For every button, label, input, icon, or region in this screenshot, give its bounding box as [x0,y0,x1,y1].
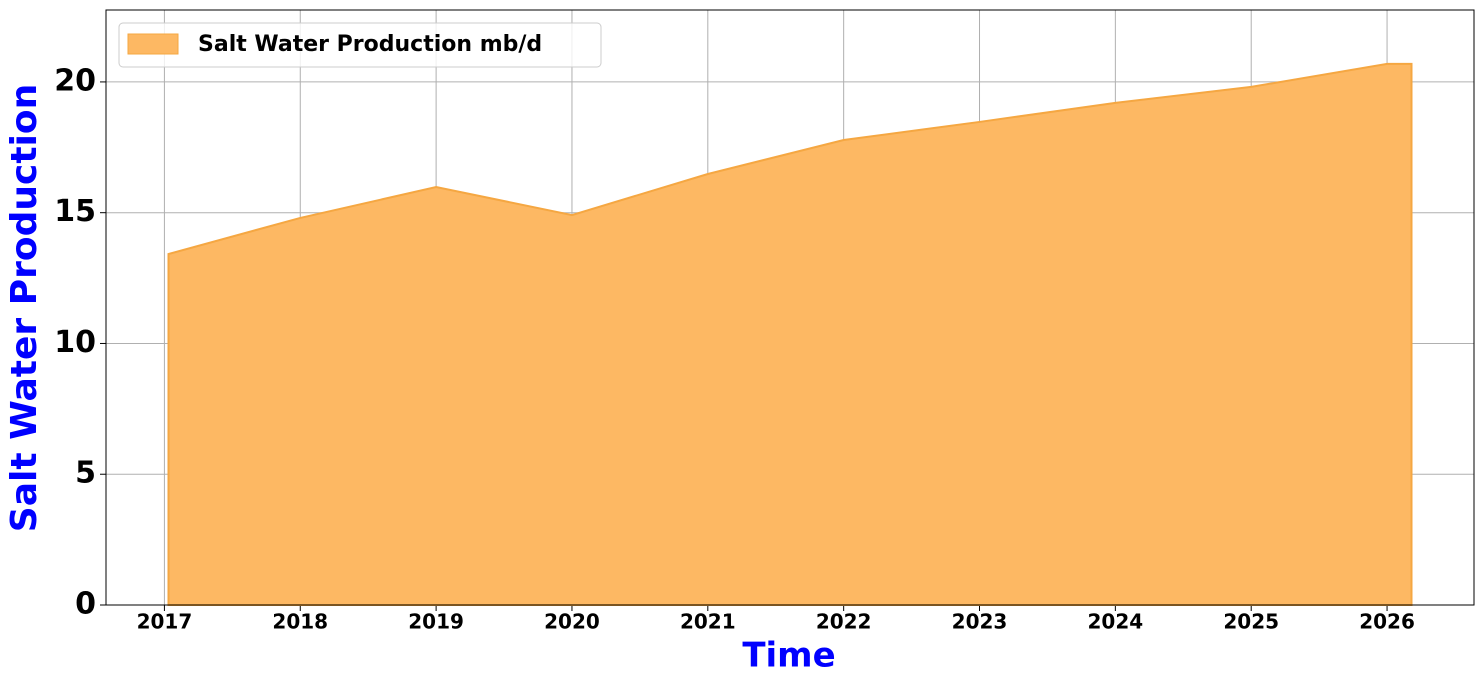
x-tick-label: 2018 [272,610,328,634]
x-tick-label: 2024 [1088,610,1144,634]
y-tick-label: 0 [75,587,96,622]
x-tick-label: 2017 [137,610,193,634]
x-tick-label: 2020 [544,610,600,634]
area [167,62,1413,606]
y-tick-label: 15 [54,194,96,229]
x-tick-label: 2023 [952,610,1008,634]
x-axis-label: Time [742,636,835,676]
x-tick-label: 2022 [816,610,872,634]
y-tick-label: 5 [75,456,96,491]
legend-label: Salt Water Production mb/d [198,32,542,57]
x-tick-label: 2021 [680,610,736,634]
plot-frame [105,9,1475,606]
legend-swatch [127,33,179,55]
y-tick-label: 10 [54,325,96,360]
x-tick-label: 2026 [1359,610,1415,634]
x-tick-label: 2025 [1223,610,1279,634]
legend-box [118,22,602,68]
y-tick-label: 20 [54,63,96,98]
y-axis-label: Salt Water Production [4,84,45,532]
x-tick-label: 2019 [408,610,464,634]
